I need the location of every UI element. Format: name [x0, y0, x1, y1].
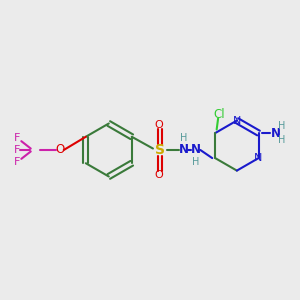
Text: F: F — [14, 133, 21, 142]
Text: N: N — [190, 143, 201, 157]
Text: S: S — [155, 143, 165, 157]
Text: N: N — [233, 116, 241, 126]
Text: O: O — [154, 120, 163, 130]
Text: O: O — [154, 170, 163, 180]
Text: H: H — [278, 121, 286, 131]
Text: Cl: Cl — [213, 108, 224, 121]
Text: H: H — [192, 157, 199, 167]
Text: N: N — [254, 153, 263, 163]
Text: H: H — [180, 133, 188, 143]
Text: F: F — [14, 158, 21, 167]
Text: F: F — [14, 145, 20, 155]
Text: N: N — [179, 143, 189, 157]
Text: O: O — [56, 143, 65, 157]
Text: H: H — [278, 135, 286, 146]
Text: N: N — [271, 127, 281, 140]
